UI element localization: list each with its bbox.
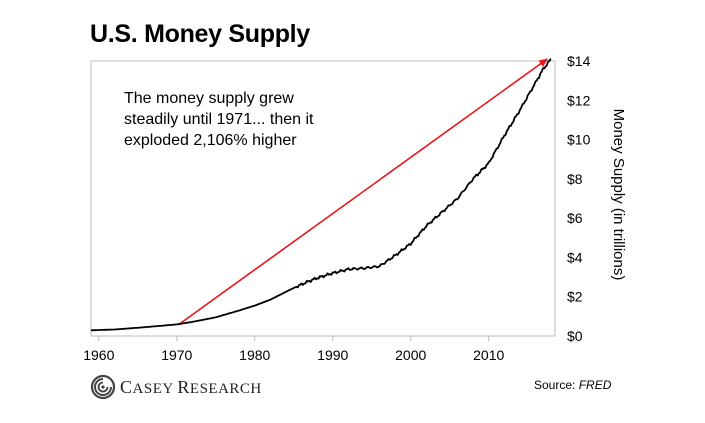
y-tick-label: $14 (567, 53, 591, 69)
chart-title: U.S. Money Supply (90, 20, 310, 48)
growth-arrow (178, 58, 549, 325)
x-tick-label: 1980 (239, 347, 270, 363)
annotation-line: exploded 2,106% higher (124, 132, 297, 149)
y-tick-label: $6 (567, 210, 583, 226)
y-tick-label: $8 (567, 171, 583, 187)
spiral-logo-icon (90, 374, 116, 400)
logo-wordmark: CASEY RESEARCH (120, 376, 262, 397)
source-name: FRED (578, 378, 612, 392)
x-tick-label: 2000 (395, 347, 426, 363)
annotation-line: The money supply grew (124, 90, 294, 107)
source-label: Source: (534, 378, 579, 392)
x-tick-label: 1990 (317, 347, 348, 363)
casey-research-logo: CASEY RESEARCH (90, 374, 262, 400)
y-tick-label: $0 (567, 328, 583, 344)
x-tick-label: 2010 (473, 347, 504, 363)
y-tick-label: $10 (567, 132, 591, 148)
x-tick-label: 1960 (83, 347, 114, 363)
money-supply-line (90, 58, 552, 332)
y-tick-label: $4 (567, 249, 583, 265)
plot-area-frame (90, 60, 556, 337)
y-tick-label: $2 (567, 289, 583, 305)
x-tick-label: 1970 (161, 347, 192, 363)
y-tick-label: $12 (567, 92, 591, 108)
source-note: Source: FRED (534, 378, 611, 392)
annotation-line: steadily until 1971... then it (124, 111, 314, 128)
y-axis-label: Money Supply (in trillions) (610, 109, 627, 281)
